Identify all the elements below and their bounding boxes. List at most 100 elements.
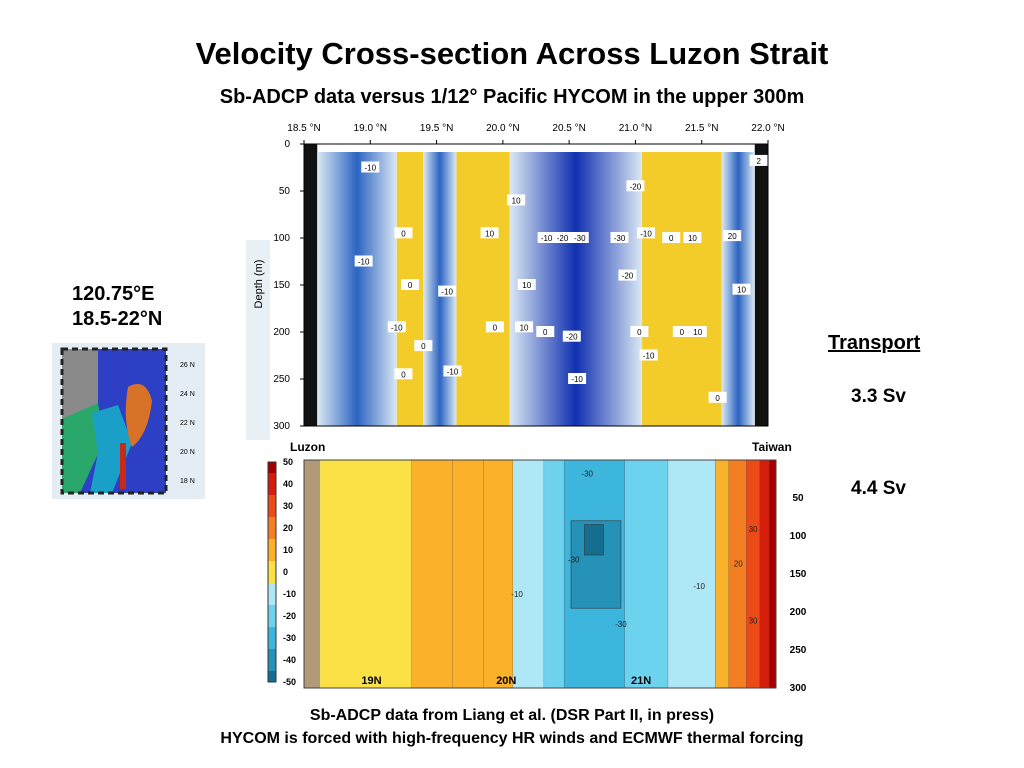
hycom-band	[544, 460, 565, 688]
adcp-contour-label: 0	[401, 229, 406, 238]
adcp-contour-label-box	[394, 227, 413, 239]
adcp-contour-label: 10	[693, 328, 702, 337]
hycom-contour-label: -10	[511, 590, 523, 599]
adcp-y-ticks: 0 50 100 150 200 250 300	[273, 139, 304, 432]
hycom-band	[483, 460, 514, 688]
colorbar-tick-label: 40	[283, 479, 293, 489]
colorbar-tick-label: 30	[283, 501, 293, 511]
adcp-contour-labels: -10 -10 0 -10 0 0 0 -10 -10 10 10 0 10 10 -10 -20 -30 -30…	[354, 154, 768, 403]
adcp-contour-label: 10	[512, 196, 521, 205]
adcp-contour-label-box	[536, 326, 555, 337]
adcp-y-tick-label: 0	[284, 139, 290, 150]
map-inset: 26 N 24 N 22 N 20 N 18 N	[52, 343, 205, 499]
colorbar-tick-label: 10	[283, 545, 293, 555]
hycom-y-tick-label: 200	[790, 607, 807, 618]
hycom-y-tick-label: 150	[790, 569, 807, 580]
adcp-contour-label: -30	[574, 234, 586, 243]
adcp-contour-label-box	[626, 180, 645, 192]
adcp-y-tick-label: 100	[273, 233, 290, 244]
colorbar-tick-label: -50	[283, 677, 296, 687]
adcp-contour-label-box	[553, 232, 572, 243]
hycom-x-tick-label: 20N	[496, 675, 516, 687]
adcp-contour-label-box	[401, 279, 420, 290]
hycom-contour-label: -30	[568, 556, 580, 565]
page-subtitle: Sb-ADCP data versus 1/12° Pacific HYCOM …	[219, 86, 805, 108]
hycom-y-tick-label: 300	[790, 683, 807, 694]
adcp-contour-label: -10	[541, 234, 553, 243]
hycom-band	[715, 460, 729, 688]
adcp-contour-label: 0	[680, 328, 685, 337]
section-end-taiwan: Taiwan	[752, 440, 792, 454]
adcp-contour-label-box	[354, 255, 373, 267]
hycom-contour-label: -30	[581, 470, 593, 479]
colorbar-tick-label: 50	[283, 457, 293, 467]
location-longitude: 120.75°E	[72, 283, 155, 305]
adcp-contour-label: -20	[630, 182, 642, 191]
adcp-contour-label-box	[639, 349, 658, 361]
adcp-panel: 18.5 °N 19.0 °N 19.5 °N 20.0 °N 20.5 °N 21.0 …	[246, 118, 798, 440]
adcp-x-tick-label: 19.5 °N	[420, 123, 453, 134]
adcp-contour-label: -10	[358, 258, 370, 267]
adcp-contour-label-box	[610, 232, 629, 243]
transport-adcp-value: 3.3 Sv	[851, 386, 906, 407]
adcp-y-tick-label: 250	[273, 374, 290, 385]
adcp-contour-label: 10	[485, 229, 494, 238]
colorbar-tick-label: 0	[283, 567, 288, 577]
colorbar-swatch	[268, 539, 276, 561]
map-slope	[90, 405, 132, 493]
adcp-y-tick-label: 150	[273, 280, 290, 291]
hycom-band	[769, 460, 776, 688]
adcp-contour-label: 0	[408, 281, 413, 290]
adcp-contour-label-box	[515, 321, 534, 333]
adcp-contour-label-box	[630, 326, 649, 337]
hycom-contour-label: 30	[749, 616, 758, 625]
hycom-y-tick-label: 100	[790, 531, 807, 542]
hycom-core-patches	[570, 520, 622, 609]
adcp-contour-label: -20	[566, 333, 578, 342]
page-title: Velocity Cross-section Across Luzon Stra…	[195, 36, 829, 71]
adcp-x-tick-label: 21.5 °N	[685, 123, 718, 134]
adcp-contour-label-box	[562, 330, 581, 342]
adcp-contour-label-box	[662, 232, 681, 243]
adcp-x-tick-label: 20.0 °N	[486, 123, 519, 134]
colorbar-swatch	[268, 517, 276, 539]
adcp-contour-label-box	[618, 269, 637, 281]
adcp-region-positive	[642, 152, 722, 426]
adcp-contour-label-box	[570, 232, 589, 243]
credit-line-2: HYCOM is forced with high-frequency HR w…	[220, 730, 804, 747]
adcp-ylabel: Depth (m)	[253, 260, 265, 309]
hycom-y-tick-label: 250	[790, 645, 807, 656]
adcp-contour-label: 0	[493, 323, 498, 332]
hycom-band	[320, 460, 412, 688]
colorbar-tick-label: -40	[283, 655, 296, 665]
colorbar-swatch	[268, 495, 276, 517]
colorbar-swatch	[268, 473, 276, 495]
adcp-region-positive	[456, 152, 510, 426]
adcp-contour-label: -10	[391, 323, 403, 332]
map-shelf	[62, 403, 104, 493]
adcp-contour-label-box	[637, 227, 656, 239]
adcp-contour-label: -20	[622, 272, 634, 281]
transport-hycom-value: 4.4 Sv	[851, 478, 906, 499]
adcp-contour-label: 10	[522, 281, 531, 290]
adcp-no-data-right	[754, 144, 768, 426]
colorbar-tick-label: -20	[283, 611, 296, 621]
adcp-velocity-regions	[304, 144, 768, 426]
hycom-x-tick-label: 21N	[631, 675, 651, 687]
adcp-contour-label: -10	[643, 352, 655, 361]
adcp-x-tick-label: 22.0 °N	[751, 123, 784, 134]
credit-line-1: Sb-ADCP data from Liang et al. (DSR Part…	[309, 707, 715, 724]
adcp-contour-label: 0	[715, 394, 720, 403]
adcp-x-tick-label: 21.0 °N	[619, 123, 652, 134]
adcp-contour-label-box	[568, 373, 587, 384]
adcp-contour-label-box	[517, 279, 536, 290]
adcp-contour-label: -10	[571, 375, 583, 384]
map-lat-label: 18 N	[180, 478, 195, 485]
hycom-band	[411, 460, 453, 688]
map-lat-label: 24 N	[180, 391, 195, 398]
adcp-contour-label-box	[672, 326, 691, 337]
adcp-contour-label: -10	[640, 229, 652, 238]
adcp-y-tick-label: 200	[273, 327, 290, 338]
adcp-panel-tab	[246, 240, 270, 440]
